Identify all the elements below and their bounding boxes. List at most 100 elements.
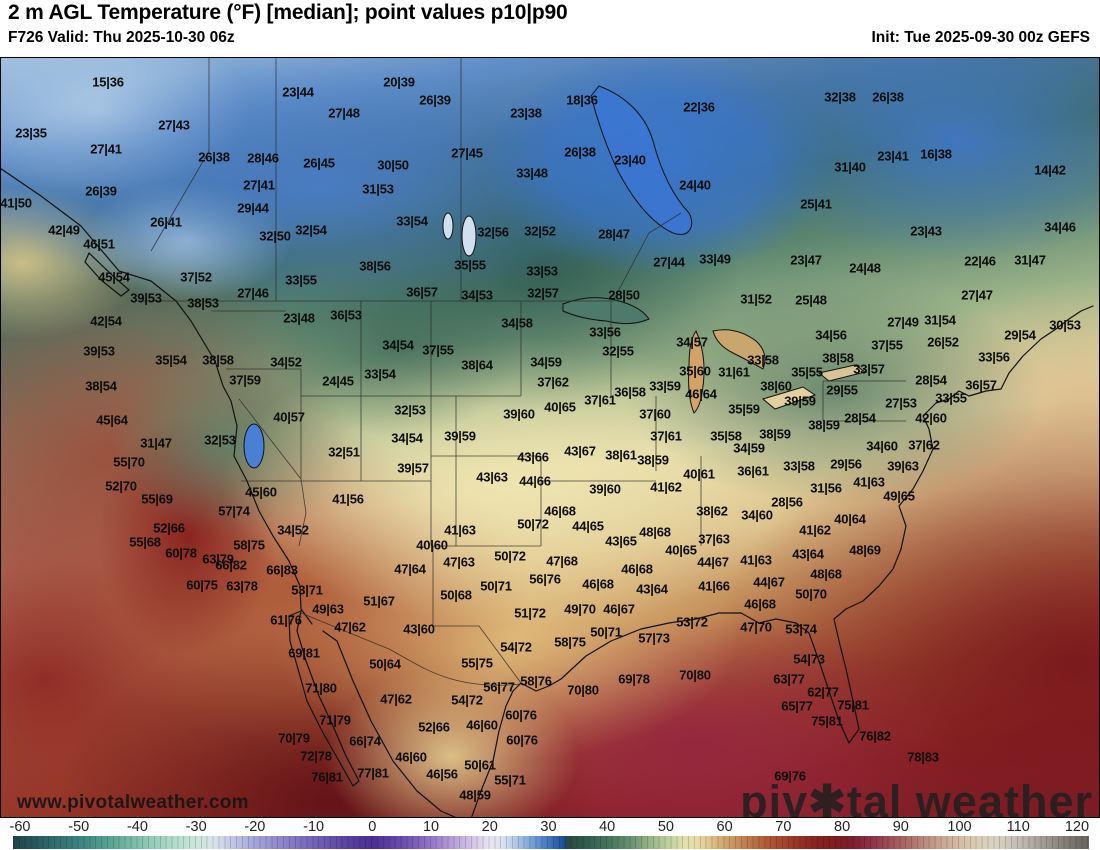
point-value: 38|60 bbox=[760, 378, 792, 394]
point-value: 58|75 bbox=[554, 634, 586, 650]
point-value: 76|82 bbox=[859, 728, 891, 744]
point-value: 23|35 bbox=[15, 125, 47, 141]
colorbar-tick-label: 90 bbox=[892, 819, 909, 835]
point-value: 50|70 bbox=[795, 586, 827, 602]
point-value: 27|43 bbox=[158, 117, 190, 133]
point-value: 34|59 bbox=[733, 440, 765, 456]
point-value: 25|41 bbox=[800, 196, 832, 212]
gulf-coast bbox=[471, 612, 797, 817]
point-value: 26|39 bbox=[419, 92, 451, 108]
point-value: 27|45 bbox=[451, 145, 483, 161]
point-value: 34|57 bbox=[676, 334, 708, 350]
point-value: 24|40 bbox=[679, 177, 711, 193]
lake-manitoba bbox=[442, 212, 454, 240]
point-value: 56|77 bbox=[483, 679, 515, 695]
point-value: 41|62 bbox=[799, 522, 831, 538]
colorbar-tick-label: -10 bbox=[303, 819, 325, 835]
point-value: 26|39 bbox=[85, 183, 117, 199]
point-value: 39|53 bbox=[83, 343, 115, 359]
point-value: 36|53 bbox=[330, 307, 362, 323]
point-value: 46|67 bbox=[603, 601, 635, 617]
point-value: 27|41 bbox=[90, 141, 122, 157]
point-value: 37|55 bbox=[422, 342, 454, 358]
point-value: 32|57 bbox=[527, 285, 559, 301]
point-value: 43|63 bbox=[476, 469, 508, 485]
point-value: 36|57 bbox=[965, 377, 997, 393]
hudson-bay bbox=[590, 85, 693, 235]
colorbar-tick-label: -50 bbox=[68, 819, 90, 835]
point-value: 46|60 bbox=[466, 717, 498, 733]
point-value: 48|68 bbox=[639, 524, 671, 540]
point-value: 47|70 bbox=[740, 619, 772, 635]
point-value: 33|48 bbox=[516, 165, 548, 181]
point-value: 46|51 bbox=[83, 236, 115, 252]
point-value: 62|77 bbox=[807, 684, 839, 700]
point-value: 23|38 bbox=[510, 105, 542, 121]
point-value: 33|54 bbox=[396, 213, 428, 229]
point-value: 37|52 bbox=[180, 269, 212, 285]
point-value: 39|63 bbox=[887, 458, 919, 474]
point-value: 35|55 bbox=[454, 257, 486, 273]
point-value: 22|46 bbox=[964, 253, 996, 269]
point-value: 43|64 bbox=[792, 546, 824, 562]
colorbar-tick-label: 110 bbox=[1006, 819, 1030, 835]
point-value: 57|74 bbox=[218, 503, 250, 519]
point-value: 38|58 bbox=[822, 350, 854, 366]
point-value: 26|38 bbox=[872, 89, 904, 105]
point-value: 38|59 bbox=[759, 426, 791, 442]
point-value: 27|47 bbox=[961, 287, 993, 303]
lake-erie bbox=[761, 386, 817, 410]
colorbar-tick-label: 10 bbox=[422, 819, 440, 835]
point-value: 27|44 bbox=[653, 254, 685, 270]
us-mexico-border-west bbox=[300, 612, 390, 650]
forecast-map: 15|36 23|44 27|43 27|48 23|35 27|41 26|38 28|46… bbox=[0, 57, 1100, 818]
point-value: 53|74 bbox=[785, 621, 817, 637]
point-value: 23|40 bbox=[614, 152, 646, 168]
point-value: 27|49 bbox=[887, 314, 919, 330]
point-value: 29|44 bbox=[237, 200, 269, 216]
rio-grande-border bbox=[388, 648, 522, 686]
point-value: 54|72 bbox=[500, 639, 532, 655]
point-value: 23|44 bbox=[282, 84, 314, 100]
point-value: 35|59 bbox=[728, 401, 760, 417]
state-borders-northeast bbox=[822, 380, 906, 422]
point-value: 44|66 bbox=[519, 473, 551, 489]
point-value: 41|63 bbox=[740, 552, 772, 568]
point-value: 34|60 bbox=[866, 438, 898, 454]
colorbar-tick-label: 40 bbox=[599, 819, 616, 835]
lake-huron bbox=[712, 329, 766, 370]
point-value: 23|43 bbox=[910, 223, 942, 239]
point-value: 66|74 bbox=[349, 733, 381, 749]
init-time-label: Init: Tue 2025-09-30 00z GEFS bbox=[871, 29, 1090, 46]
point-value: 35|55 bbox=[791, 364, 823, 380]
point-value: 37|61 bbox=[584, 392, 616, 408]
point-value: 38|56 bbox=[359, 258, 391, 274]
point-value: 33|57 bbox=[853, 361, 885, 377]
point-value: 58|76 bbox=[520, 673, 552, 689]
point-value: 50|72 bbox=[494, 548, 526, 564]
point-value: 48|69 bbox=[849, 542, 881, 558]
point-value: 55|70 bbox=[113, 454, 145, 470]
point-value: 26|52 bbox=[927, 334, 959, 350]
colorbar-footer: -60 -50 -40 -30 -20 -10 0 10 20 30 40 50 60 70 80 90 100… bbox=[0, 818, 1100, 850]
coastline-west bbox=[1, 168, 313, 625]
point-value: 35|54 bbox=[155, 352, 187, 368]
point-value: 34|58 bbox=[501, 315, 533, 331]
colorbar-segments bbox=[13, 836, 1089, 849]
point-value: 47|68 bbox=[546, 553, 578, 569]
point-value: 63|79 bbox=[202, 551, 234, 567]
colorbar-tick-label: 120 bbox=[1064, 819, 1090, 835]
point-value: 71|79 bbox=[319, 712, 351, 728]
point-value: 47|62 bbox=[380, 691, 412, 707]
point-value: 77|81 bbox=[357, 765, 389, 781]
point-value: 41|62 bbox=[650, 479, 682, 495]
lake-ontario bbox=[817, 364, 867, 382]
point-value: 34|52 bbox=[270, 354, 302, 370]
point-value: 33|56 bbox=[589, 324, 621, 340]
point-value: 76|81 bbox=[311, 769, 343, 785]
province-border-bc-ab bbox=[150, 58, 210, 252]
point-value: 43|60 bbox=[403, 621, 435, 637]
point-value: 33|58 bbox=[783, 458, 815, 474]
point-value: 50|61 bbox=[464, 757, 496, 773]
